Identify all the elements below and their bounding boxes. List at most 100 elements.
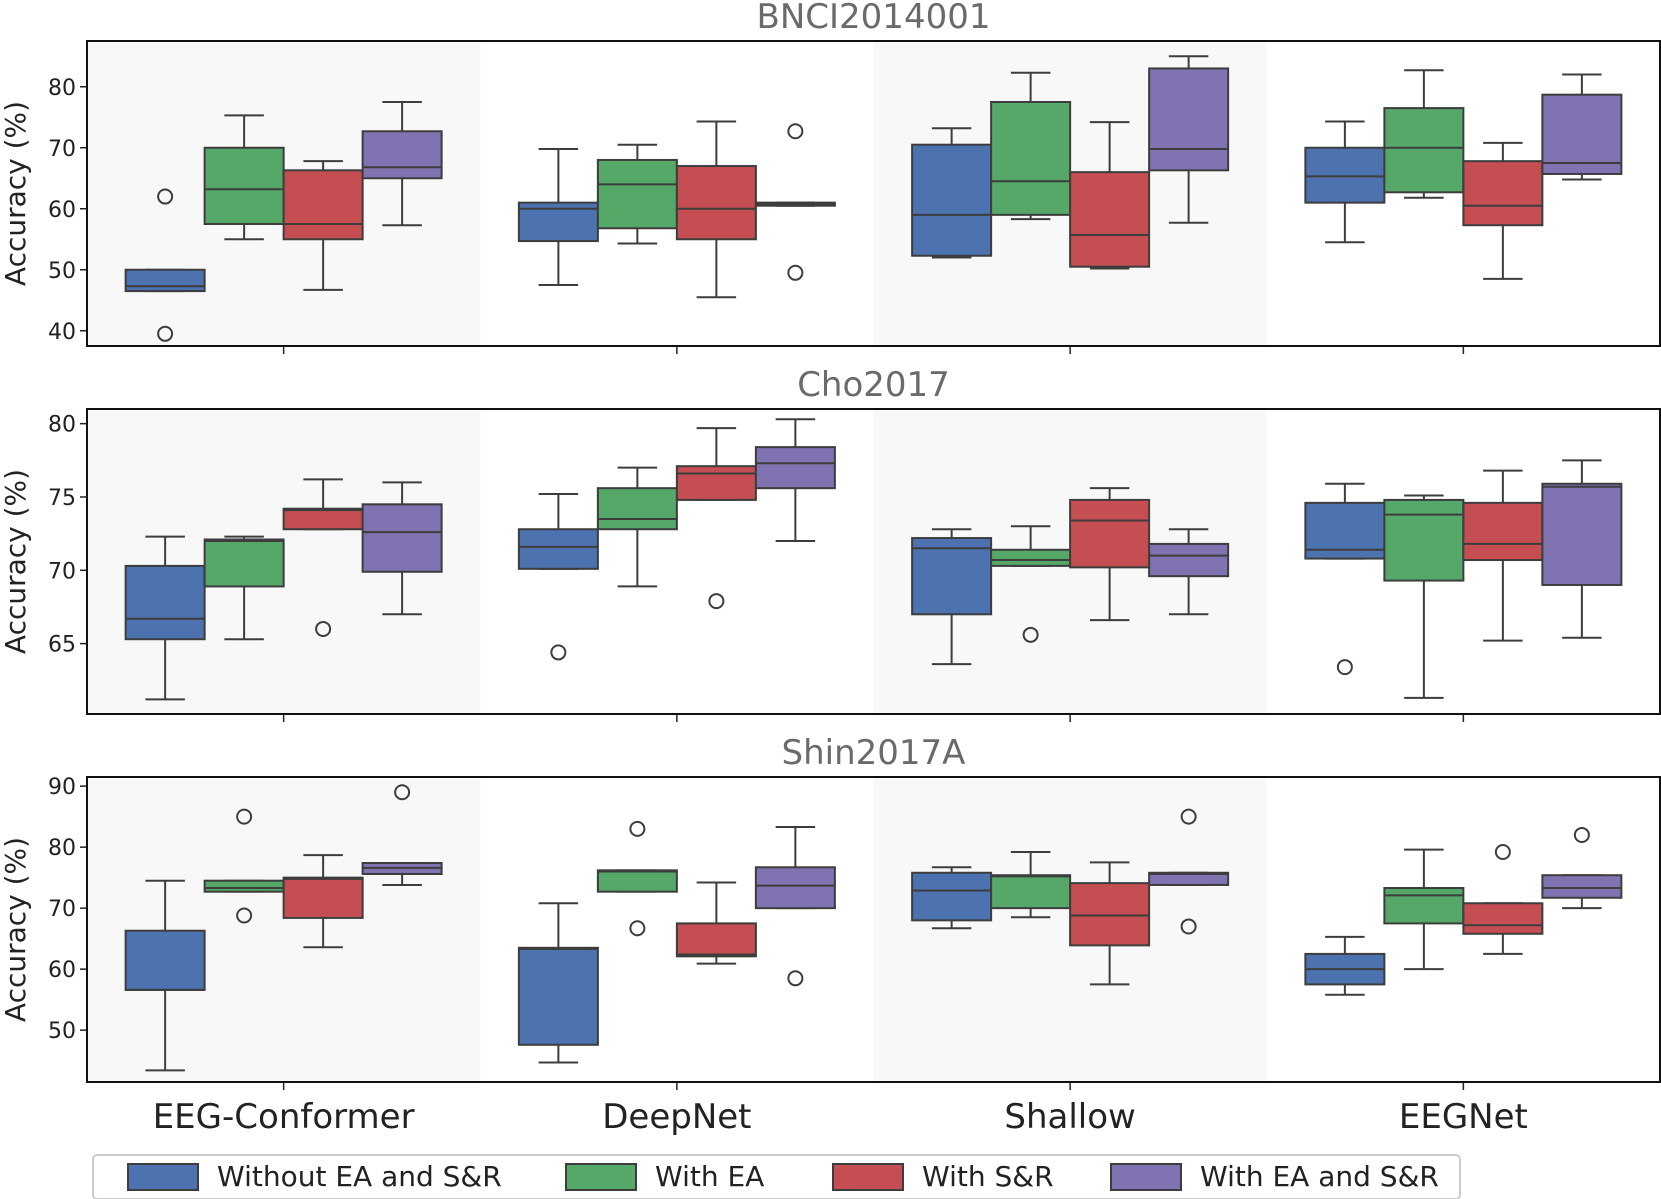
box-shallow-4: [1148, 528, 1230, 616]
y-tick-label: 80: [48, 836, 76, 861]
box-body: [124, 929, 206, 991]
box-eegnet-2: [1383, 848, 1465, 971]
box-eegnet-1: [1304, 482, 1386, 676]
outlier-point: [315, 620, 332, 637]
box-body: [754, 446, 836, 490]
y-tick-label: 80: [48, 76, 76, 101]
legend-label: With EA: [655, 1160, 764, 1193]
box-body: [203, 879, 285, 893]
box-eegnet-3: [1462, 844, 1544, 955]
outlier-point: [236, 808, 253, 825]
box-eeg-conformer-2: [203, 114, 285, 241]
y-axis-label: Accuracy (%): [0, 101, 32, 286]
y-tick-label: 70: [48, 897, 76, 922]
box-body: [203, 538, 285, 588]
outlier-point: [1180, 808, 1197, 825]
panel-3: Shin2017A 50 60 70 80 90 Accuracy (%): [0, 733, 1661, 1090]
panel-2: Cho2017 65 70 75 80 Accuracy (%): [0, 365, 1661, 722]
box-body: [282, 169, 364, 241]
x-tick-label: EEGNet: [1399, 1097, 1528, 1137]
x-tick-label: EEG-Conformer: [153, 1097, 415, 1137]
box-deepnet-4: [754, 418, 836, 542]
outlier-point: [629, 920, 646, 937]
box-body: [1069, 171, 1151, 268]
box-body: [1541, 874, 1623, 899]
box-shallow-4: [1148, 808, 1230, 935]
y-tick-label: 70: [48, 559, 76, 584]
box-deepnet-2: [596, 143, 678, 245]
box-body: [596, 869, 678, 893]
box-body: [282, 507, 364, 531]
y-tick-label: 65: [48, 633, 76, 658]
box-eeg-conformer-3: [282, 854, 364, 949]
box-eeg-conformer-1: [124, 188, 206, 342]
panel-frame: [86, 40, 1661, 347]
outlier-point: [157, 325, 174, 342]
y-tick-label: 50: [48, 1019, 76, 1044]
box-deepnet-3: [675, 427, 757, 610]
box-body: [754, 866, 836, 910]
box-deepnet-1: [517, 493, 599, 661]
outlier-point: [236, 907, 253, 924]
box-shallow-2: [990, 525, 1072, 643]
box-eeg-conformer-1: [124, 535, 206, 701]
box-body: [596, 487, 678, 531]
legend-swatch: [1110, 1163, 1182, 1191]
box-body: [124, 268, 206, 293]
box-body: [911, 537, 993, 616]
box-eegnet-3: [1462, 469, 1544, 642]
outlier-point: [394, 784, 411, 801]
box-body: [911, 143, 993, 257]
box-shallow-1: [911, 866, 993, 930]
box-deepnet-4: [754, 826, 836, 987]
outlier-point: [629, 820, 646, 837]
box-eeg-conformer-4: [361, 101, 443, 227]
box-shallow-3: [1069, 121, 1151, 270]
box-deepnet-2: [596, 466, 678, 588]
legend-swatch: [127, 1163, 199, 1191]
box-body: [1383, 107, 1465, 194]
box-shallow-2: [990, 851, 1072, 919]
panel-title: BNCI2014001: [757, 0, 991, 37]
box-body: [1383, 498, 1465, 582]
y-tick-label: 75: [48, 486, 76, 511]
box-deepnet-2: [596, 820, 678, 937]
box-body: [1069, 882, 1151, 947]
box-body: [1462, 160, 1544, 227]
legend-swatch: [565, 1163, 637, 1191]
box-body: [596, 158, 678, 230]
box-body: [124, 564, 206, 641]
box-body: [282, 876, 364, 919]
box-body: [1148, 871, 1230, 886]
box-body: [1462, 501, 1544, 562]
legend-label: With S&R: [922, 1160, 1054, 1193]
outlier-point: [1573, 826, 1590, 843]
panel-title: Cho2017: [797, 365, 950, 405]
box-body: [1383, 887, 1465, 925]
box-body: [1069, 498, 1151, 569]
box-eegnet-4: [1541, 73, 1623, 181]
box-body: [361, 130, 443, 180]
box-eeg-conformer-1: [124, 879, 206, 1072]
y-tick-label: 80: [48, 413, 76, 438]
box-body: [675, 465, 757, 501]
outlier-point: [157, 188, 174, 205]
box-body: [1304, 146, 1386, 204]
outlier-point: [1336, 659, 1353, 676]
panel-frame: [86, 408, 1661, 715]
panel-frame: [86, 776, 1661, 1083]
y-axis-label: Accuracy (%): [0, 469, 32, 654]
box-deepnet-4: [754, 123, 836, 281]
box-body: [990, 101, 1072, 216]
y-tick-label: 40: [48, 320, 76, 345]
box-shallow-3: [1069, 861, 1151, 986]
box-eegnet-3: [1462, 141, 1544, 280]
box-body: [1462, 902, 1544, 935]
box-eegnet-2: [1383, 69, 1465, 199]
y-axis-label: Accuracy (%): [0, 837, 32, 1022]
legend-label: Without EA and S&R: [217, 1160, 502, 1193]
box-body: [675, 165, 757, 241]
outlier-point: [787, 123, 804, 140]
box-deepnet-1: [517, 147, 599, 286]
